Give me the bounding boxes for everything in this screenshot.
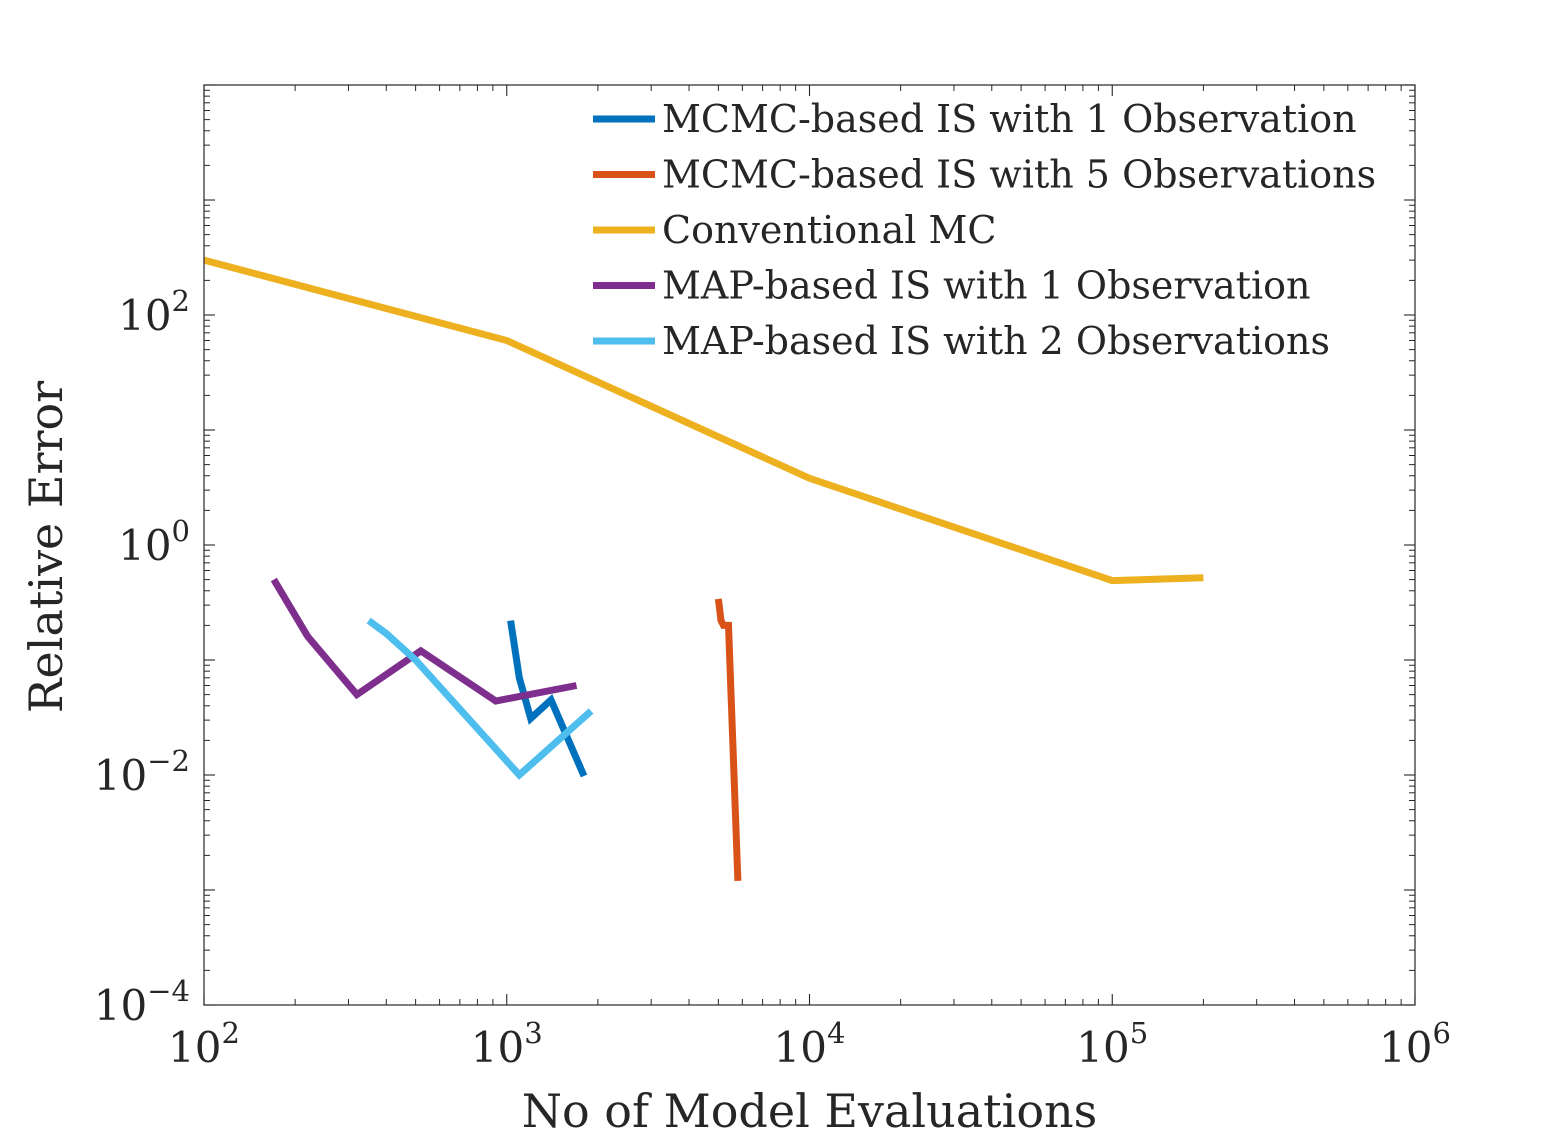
- series-line-1: [507, 620, 588, 778]
- series-line-4: [270, 577, 578, 705]
- legend-label-1: MCMC-based IS with 1 Observation: [662, 97, 1357, 141]
- x-tick-label: 103: [471, 1016, 543, 1072]
- legend-label-3: Conventional MC: [662, 208, 997, 252]
- x-tick-label: 104: [774, 1016, 846, 1072]
- legend-label-5: MAP-based IS with 2 Observations: [662, 319, 1330, 363]
- series-line-5: [366, 617, 594, 780]
- minor-ticks: [204, 85, 1415, 1005]
- legend-label-4: MAP-based IS with 1 Observation: [662, 264, 1310, 308]
- x-tick-label: 105: [1076, 1016, 1148, 1072]
- legend-label-2: MCMC-based IS with 5 Observations: [662, 153, 1376, 197]
- series-line-2: [714, 598, 742, 882]
- plot-area: [204, 85, 1415, 1005]
- tick-labels: 102 103 104 105 106 10−4 10−2 100 102: [94, 284, 1451, 1072]
- y-tick-label: 10−2: [94, 744, 190, 800]
- x-tick-label: 106: [1379, 1016, 1451, 1072]
- y-tick-label: 102: [118, 284, 190, 340]
- y-tick-label: 10−4: [94, 974, 190, 1030]
- x-axis-label: No of Model Evaluations: [522, 1084, 1098, 1138]
- series-lines: [204, 256, 1204, 882]
- y-tick-label: 100: [118, 514, 190, 570]
- x-tick-label: 102: [168, 1016, 240, 1072]
- y-axis-label: Relative Error: [19, 381, 73, 713]
- series-line-3: [204, 256, 1204, 585]
- legend: MCMC-based IS with 1 Observation MCMC-bas…: [593, 97, 1376, 363]
- axes-frame: [203, 84, 1416, 1006]
- axes-area: [204, 85, 1415, 1005]
